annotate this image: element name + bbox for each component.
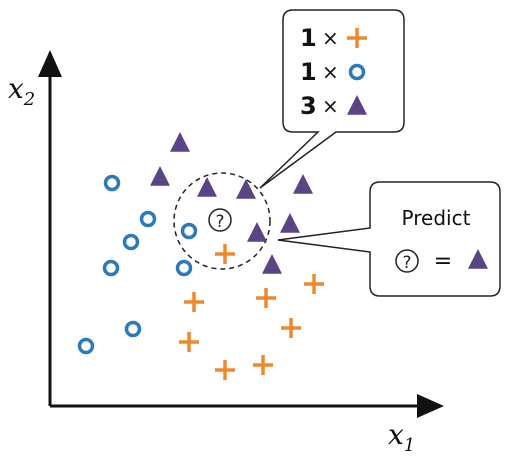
cross-point <box>179 332 199 352</box>
triangle-point <box>170 132 190 152</box>
triangle-point <box>247 222 267 242</box>
data-points <box>77 132 324 380</box>
count-value: 1 <box>300 24 317 52</box>
predict-title: Predict <box>402 206 471 230</box>
triangle-point <box>347 95 367 115</box>
y-axis-label: x2 <box>8 72 35 110</box>
query-point <box>208 208 232 232</box>
cross-point <box>253 355 273 375</box>
triangle-point <box>468 249 488 269</box>
circle-point <box>139 210 157 228</box>
times-sign: × <box>322 26 339 50</box>
query-point-label: ? <box>215 212 224 232</box>
cross-point <box>215 360 235 380</box>
cross-point <box>184 292 204 312</box>
times-sign: × <box>322 94 339 118</box>
circle-point <box>175 259 193 277</box>
count-value: 3 <box>300 92 317 120</box>
cross-point <box>304 274 324 294</box>
circle-point <box>348 63 366 81</box>
predict-query-circle <box>395 249 419 273</box>
triangle-point <box>262 254 282 274</box>
cross-point <box>347 28 367 48</box>
predict-callout <box>277 181 501 297</box>
predict-result-triangle <box>468 249 488 269</box>
count-value: 1 <box>300 58 317 86</box>
triangle-point <box>150 166 170 186</box>
triangle-point <box>293 174 313 194</box>
counts-list: 1 ×1 ×3 × <box>300 24 367 120</box>
predict-query-label: ? <box>402 253 411 273</box>
cross-point <box>215 244 235 264</box>
circle-point <box>77 337 95 355</box>
predict-equals: = <box>434 249 452 274</box>
circle-point <box>124 320 142 338</box>
cross-point <box>281 318 301 338</box>
triangle-point <box>280 213 300 233</box>
triangle-point <box>236 179 256 199</box>
times-sign: × <box>322 60 339 84</box>
circle-point <box>180 222 198 240</box>
circle-point <box>103 174 121 192</box>
circle-point <box>122 233 140 251</box>
neighborhood-circle <box>173 172 271 270</box>
triangle-point <box>197 177 217 197</box>
x-axis-label: x1 <box>388 418 415 456</box>
counts-callout <box>259 9 405 189</box>
circle-point <box>102 259 120 277</box>
cross-point <box>256 288 276 308</box>
